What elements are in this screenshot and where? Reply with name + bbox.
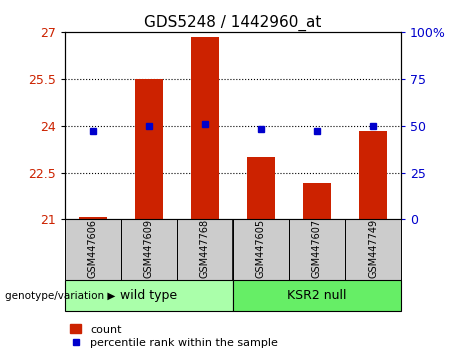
Bar (233, 219, 289, 280)
Bar (65, 219, 121, 280)
Text: genotype/variation ▶: genotype/variation ▶ (5, 291, 115, 301)
Bar (303, 183, 331, 219)
Bar (233, 280, 401, 311)
Title: GDS5248 / 1442960_at: GDS5248 / 1442960_at (144, 14, 321, 30)
Bar (247, 157, 275, 219)
Bar (135, 79, 163, 219)
Bar (177, 219, 233, 280)
Text: GSM447609: GSM447609 (144, 219, 154, 278)
Text: GSM447606: GSM447606 (88, 219, 98, 278)
Text: KSR2 null: KSR2 null (287, 289, 347, 302)
Text: GSM447768: GSM447768 (200, 219, 210, 278)
Bar (359, 131, 387, 219)
Text: wild type: wild type (120, 289, 177, 302)
Bar (289, 219, 345, 280)
Bar (78, 217, 106, 219)
Text: GSM447605: GSM447605 (256, 219, 266, 278)
Bar (191, 38, 219, 219)
Text: GSM447749: GSM447749 (368, 219, 378, 278)
Text: GSM447607: GSM447607 (312, 219, 322, 278)
Bar (121, 219, 177, 280)
Legend: count, percentile rank within the sample: count, percentile rank within the sample (70, 324, 278, 348)
Bar (345, 219, 401, 280)
Bar (65, 280, 233, 311)
